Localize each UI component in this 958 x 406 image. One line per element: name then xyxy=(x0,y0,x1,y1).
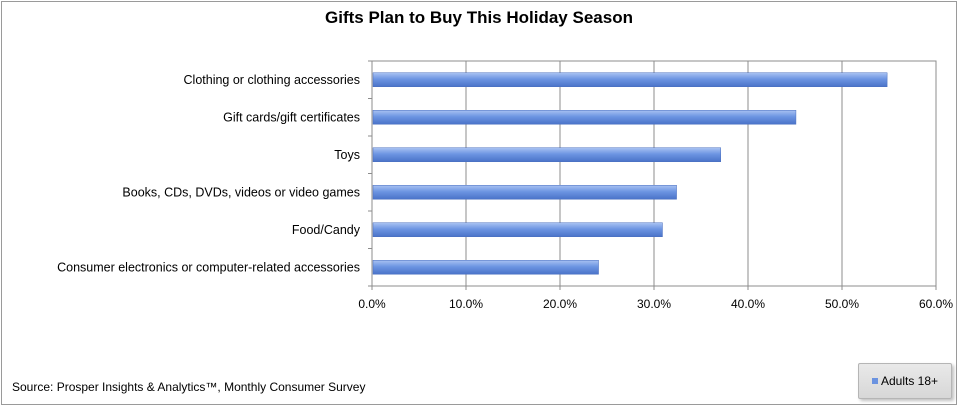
legend-swatch xyxy=(871,378,878,384)
bar xyxy=(372,147,721,162)
source-note: Source: Prosper Insights & Analytics™, M… xyxy=(12,380,366,394)
chart-title: Gifts Plan to Buy This Holiday Season xyxy=(325,8,633,27)
x-tick-label: 30.0% xyxy=(637,297,671,311)
bar xyxy=(372,185,677,200)
category-label: Food/Candy xyxy=(292,223,361,237)
category-label: Books, CDs, DVDs, videos or video games xyxy=(122,185,360,199)
x-tick-label: 40.0% xyxy=(731,297,765,311)
bar xyxy=(372,222,663,237)
x-tick-label: 60.0% xyxy=(919,297,953,311)
category-label: Toys xyxy=(334,148,360,162)
legend: Adults 18+ xyxy=(858,363,952,399)
category-label: Consumer electronics or computer-related… xyxy=(57,260,360,274)
x-tick-label: 50.0% xyxy=(825,297,859,311)
x-tick-label: 10.0% xyxy=(449,297,483,311)
bar xyxy=(372,110,797,125)
category-label: Clothing or clothing accessories xyxy=(184,73,360,87)
bar xyxy=(372,260,599,275)
x-tick-label: 0.0% xyxy=(358,297,386,311)
x-tick-label: 20.0% xyxy=(543,297,577,311)
legend-label: Adults 18+ xyxy=(880,374,939,388)
bar xyxy=(372,72,888,87)
category-label: Gift cards/gift certificates xyxy=(223,110,360,124)
